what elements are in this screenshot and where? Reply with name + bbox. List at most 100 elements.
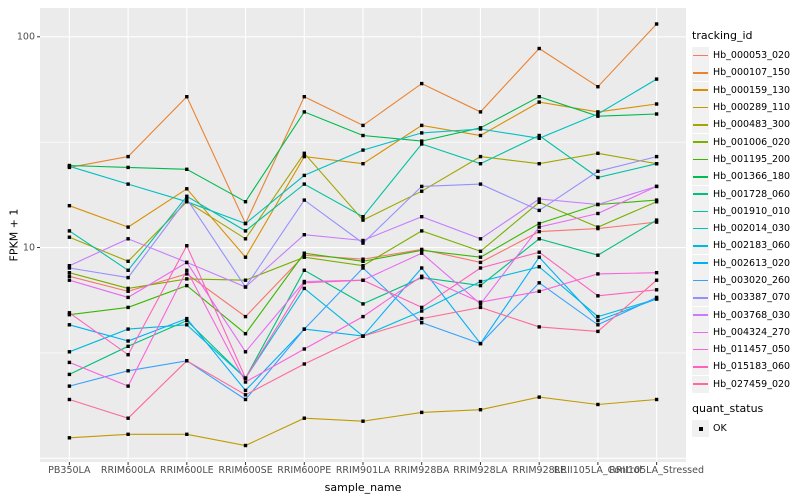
data-point-marker	[243, 278, 248, 282]
data-point-marker	[420, 184, 424, 189]
data-point-marker	[537, 46, 541, 51]
data-point-marker	[185, 194, 189, 198]
x-axis-title: sample_name	[324, 481, 402, 494]
data-point-marker	[537, 395, 541, 399]
data-point-marker	[654, 154, 659, 159]
data-point-marker	[126, 259, 130, 263]
data-point-marker	[243, 376, 248, 380]
legend-item: Hb_027459_020	[692, 375, 798, 393]
legend-item: Hb_000289_110	[692, 99, 798, 117]
legend-line-icon	[693, 54, 708, 57]
data-point-marker	[302, 110, 306, 114]
x-tick-label: RRIM600SE	[218, 465, 273, 476]
data-point-marker	[420, 321, 424, 325]
data-point-marker	[596, 175, 600, 180]
data-point-marker	[596, 402, 600, 407]
legend-line-icon	[693, 314, 708, 316]
data-point-marker	[302, 198, 306, 202]
legend-line-swatch-icon	[692, 323, 709, 341]
data-point-marker	[243, 397, 248, 402]
legend-item: Hb_002613_020	[692, 254, 798, 272]
data-point-marker	[537, 100, 541, 104]
data-point-marker	[126, 289, 130, 293]
data-point-marker	[361, 215, 365, 219]
data-point-marker	[654, 295, 659, 300]
data-point-marker	[596, 85, 600, 89]
data-point-marker	[654, 218, 659, 222]
data-point-marker	[185, 197, 189, 201]
data-point-marker	[478, 260, 483, 265]
data-point-marker	[478, 249, 483, 253]
data-point-marker	[654, 22, 659, 26]
data-point-marker	[596, 294, 600, 298]
data-point-marker	[243, 332, 248, 336]
legend-item-label: Hb_001006_020	[713, 136, 791, 148]
legend-item-quant: OK	[692, 420, 798, 438]
x-tick-label: RRIM901LA	[335, 465, 391, 476]
legend-line-swatch-icon	[692, 47, 709, 65]
data-point-marker	[67, 204, 72, 208]
data-point-marker	[185, 244, 189, 248]
legend-line-icon	[693, 383, 708, 386]
legend-line-swatch-icon	[692, 99, 709, 117]
legend-line-icon	[693, 124, 708, 126]
legend-line-swatch-icon	[692, 289, 709, 307]
x-tick-label: RRIM928BA	[394, 465, 450, 476]
data-point-marker	[420, 309, 424, 313]
data-point-marker	[67, 436, 72, 440]
legend-line-swatch-icon	[692, 306, 709, 324]
data-point-marker	[67, 271, 72, 275]
data-point-marker	[596, 318, 600, 323]
data-point-marker	[537, 289, 541, 293]
data-point-marker	[596, 323, 600, 327]
data-point-marker	[478, 341, 483, 346]
y-tick-label: 10	[22, 242, 35, 254]
legend-item-label: Hb_000483_300	[713, 119, 791, 131]
legend-line-swatch-icon	[692, 202, 709, 220]
legend-line-icon	[693, 175, 708, 178]
x-tick-label: RRII105LA_Stressed	[609, 465, 705, 476]
data-point-marker	[185, 277, 189, 281]
data-point-marker	[126, 344, 130, 348]
data-point-marker	[243, 443, 248, 448]
data-point-marker	[243, 221, 248, 226]
data-point-marker	[420, 131, 424, 135]
legend-line-icon	[693, 279, 708, 282]
data-point-marker	[67, 266, 72, 270]
data-point-marker	[126, 384, 130, 388]
data-point-marker	[67, 278, 72, 282]
legend-line-swatch-icon	[692, 185, 709, 203]
legend-item: Hb_000159_130	[692, 81, 798, 99]
data-point-marker	[654, 112, 659, 116]
data-point-marker	[302, 281, 306, 285]
data-point-marker	[596, 253, 600, 257]
data-point-marker	[654, 271, 659, 275]
data-point-marker	[243, 229, 248, 233]
legend-line-icon	[693, 72, 708, 74]
data-point-marker	[67, 313, 72, 317]
data-point-marker	[361, 302, 365, 306]
data-point-marker	[478, 237, 483, 241]
data-point-marker	[126, 237, 130, 241]
data-point-marker	[67, 372, 72, 377]
data-point-marker	[420, 316, 424, 321]
legend-item-label: Hb_000159_130	[713, 84, 791, 96]
data-point-marker	[185, 323, 189, 327]
data-point-marker	[596, 169, 600, 173]
x-tick-label: RRIM928LA	[453, 465, 508, 476]
data-point-marker	[420, 215, 424, 219]
data-point-marker	[478, 133, 483, 138]
data-point-marker	[596, 151, 600, 155]
legend-line-icon	[693, 366, 708, 368]
legend-line-icon	[693, 210, 708, 213]
data-point-marker	[654, 278, 659, 282]
legend-line-swatch-icon	[692, 220, 709, 238]
data-point-marker	[126, 416, 130, 420]
legend-line-swatch-icon	[692, 168, 709, 186]
legend-line-icon	[693, 227, 708, 230]
data-point-marker	[126, 225, 130, 229]
data-point-marker	[537, 162, 541, 166]
data-point-marker	[302, 347, 306, 351]
data-point-marker	[361, 148, 365, 152]
legend-line-icon	[693, 89, 708, 92]
